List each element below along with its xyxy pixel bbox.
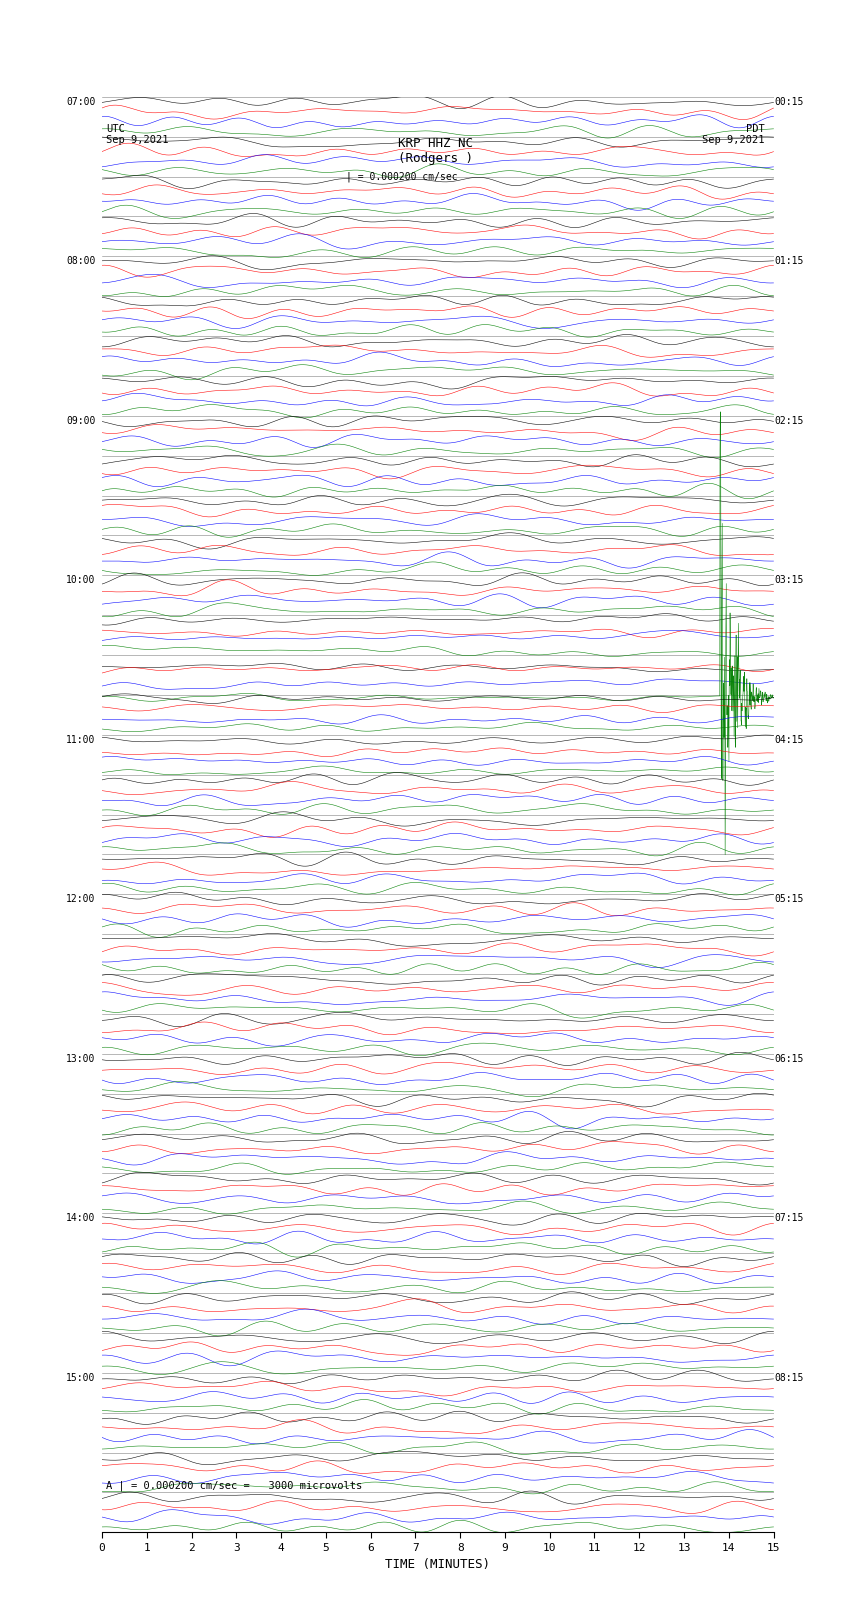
X-axis label: TIME (MINUTES): TIME (MINUTES) [385, 1558, 490, 1571]
Text: 07:00: 07:00 [66, 97, 95, 106]
Text: 04:15: 04:15 [775, 736, 804, 745]
Text: 11:00: 11:00 [66, 736, 95, 745]
Text: 03:15: 03:15 [775, 576, 804, 586]
Text: 08:15: 08:15 [775, 1373, 804, 1382]
Text: 02:15: 02:15 [775, 416, 804, 426]
Text: 09:00: 09:00 [66, 416, 95, 426]
Text: 12:00: 12:00 [66, 894, 95, 905]
Text: 07:15: 07:15 [775, 1213, 804, 1223]
Text: 15:00: 15:00 [66, 1373, 95, 1382]
Text: 10:00: 10:00 [66, 576, 95, 586]
Text: PDT
Sep 9,2021: PDT Sep 9,2021 [702, 124, 765, 145]
Text: KRP HHZ NC
(Rodgers ): KRP HHZ NC (Rodgers ) [398, 137, 473, 165]
Text: 06:15: 06:15 [775, 1053, 804, 1065]
Text: | = 0.000200 cm/sec: | = 0.000200 cm/sec [346, 171, 457, 182]
Text: 14:00: 14:00 [66, 1213, 95, 1223]
Text: UTC
Sep 9,2021: UTC Sep 9,2021 [106, 124, 169, 145]
Text: 01:15: 01:15 [775, 256, 804, 266]
Text: 13:00: 13:00 [66, 1053, 95, 1065]
Text: 08:00: 08:00 [66, 256, 95, 266]
Text: A | = 0.000200 cm/sec =   3000 microvolts: A | = 0.000200 cm/sec = 3000 microvolts [106, 1481, 362, 1492]
Text: 00:15: 00:15 [775, 97, 804, 106]
Text: 05:15: 05:15 [775, 894, 804, 905]
